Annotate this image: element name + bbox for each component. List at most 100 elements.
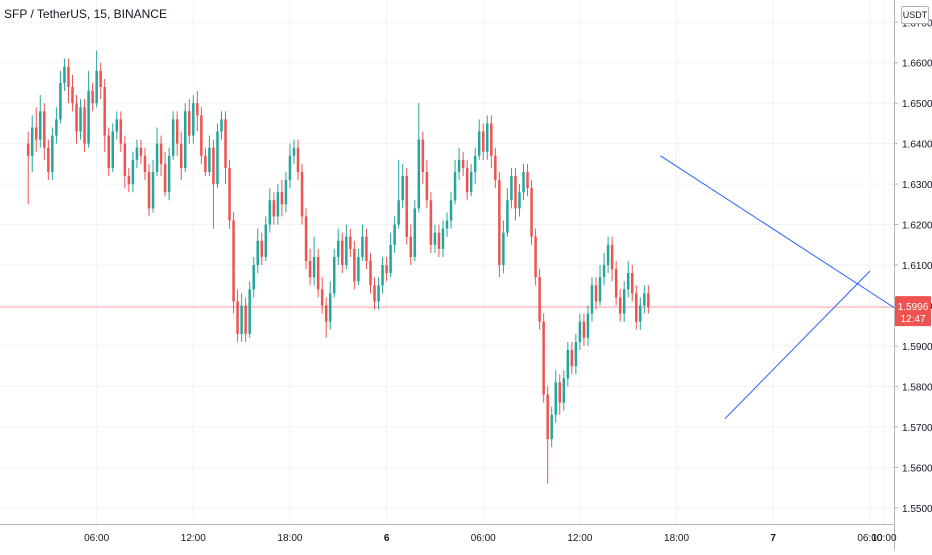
candle-body[interactable]: [272, 200, 276, 217]
candle-body[interactable]: [494, 155, 497, 181]
candle-body[interactable]: [155, 143, 159, 172]
candle-body[interactable]: [175, 119, 179, 144]
candle-body[interactable]: [502, 232, 505, 266]
candle-body[interactable]: [256, 240, 259, 266]
candle-body[interactable]: [445, 220, 449, 229]
candle-body[interactable]: [417, 139, 421, 209]
candle-body[interactable]: [606, 244, 610, 266]
candle-body[interactable]: [647, 293, 650, 308]
candle-body[interactable]: [610, 244, 614, 270]
time-axis[interactable]: 06:00 12:00 18:00 6 06:00 12:00 18:00 7 06:0010:…: [84, 533, 897, 544]
candle-body[interactable]: [308, 260, 312, 278]
candle-body[interactable]: [590, 285, 594, 314]
candle-body[interactable]: [522, 171, 525, 193]
candles[interactable]: [26, 50, 650, 484]
candle-body[interactable]: [87, 91, 90, 144]
candle-body[interactable]: [324, 305, 328, 322]
candle-body[interactable]: [284, 180, 288, 205]
candle-body[interactable]: [578, 321, 582, 342]
candle-body[interactable]: [389, 244, 392, 274]
candle-body[interactable]: [486, 123, 489, 152]
candle-body[interactable]: [538, 277, 541, 322]
currency-badge[interactable]: USDT: [901, 6, 929, 24]
candle-body[interactable]: [188, 111, 191, 136]
candle-body[interactable]: [413, 208, 417, 257]
candle-body[interactable]: [107, 135, 110, 168]
candle-body[interactable]: [453, 171, 457, 201]
candle-body[interactable]: [630, 273, 634, 294]
candle-body[interactable]: [341, 240, 344, 266]
candle-body[interactable]: [139, 147, 143, 156]
candle-body[interactable]: [639, 305, 642, 322]
candle-body[interactable]: [47, 147, 50, 172]
candle-body[interactable]: [111, 131, 115, 168]
candle-body[interactable]: [498, 180, 501, 266]
candle-body[interactable]: [288, 155, 292, 181]
candle-body[interactable]: [91, 91, 94, 104]
candle-body[interactable]: [385, 265, 388, 274]
candle-body[interactable]: [381, 265, 384, 286]
candle-body[interactable]: [43, 111, 46, 148]
candle-body[interactable]: [232, 220, 235, 302]
candle-body[interactable]: [461, 159, 465, 168]
candle-body[interactable]: [437, 232, 441, 249]
candle-body[interactable]: [598, 277, 602, 302]
candle-body[interactable]: [518, 192, 521, 209]
candle-body[interactable]: [131, 159, 135, 185]
candle-body[interactable]: [34, 127, 38, 140]
candle-body[interactable]: [526, 171, 529, 189]
candle-body[interactable]: [292, 147, 296, 156]
candle-body[interactable]: [26, 143, 30, 156]
candle-body[interactable]: [39, 111, 42, 140]
candle-body[interactable]: [167, 155, 171, 193]
candle-body[interactable]: [163, 163, 167, 193]
candle-body[interactable]: [562, 378, 566, 403]
candle-body[interactable]: [357, 256, 360, 282]
candle-body[interactable]: [51, 135, 54, 172]
candle-body[interactable]: [469, 171, 473, 193]
candle-body[interactable]: [300, 171, 304, 217]
candle-body[interactable]: [228, 167, 231, 221]
candle-body[interactable]: [421, 139, 425, 172]
candle-body[interactable]: [264, 224, 268, 257]
candle-body[interactable]: [369, 260, 372, 286]
candle-body[interactable]: [586, 313, 590, 338]
candle-body[interactable]: [304, 216, 308, 261]
candle-body[interactable]: [216, 131, 219, 185]
candle-body[interactable]: [127, 176, 131, 185]
candle-body[interactable]: [441, 228, 445, 249]
candle-body[interactable]: [196, 103, 199, 116]
candle-body[interactable]: [260, 240, 264, 257]
candle-body[interactable]: [95, 70, 98, 104]
candle-body[interactable]: [361, 236, 364, 257]
candle-body[interactable]: [449, 200, 453, 221]
candle-body[interactable]: [337, 240, 340, 257]
candle-body[interactable]: [397, 200, 400, 225]
candle-body[interactable]: [582, 321, 586, 338]
candle-body[interactable]: [614, 269, 618, 298]
candle-body[interactable]: [393, 224, 396, 245]
price-axis[interactable]: 1.55001.56001.57001.58001.59001.60001.61…: [894, 18, 932, 515]
candle-body[interactable]: [280, 192, 284, 205]
candle-body[interactable]: [240, 305, 243, 334]
candle-body[interactable]: [566, 350, 570, 379]
candle-body[interactable]: [345, 236, 348, 266]
candle-body[interactable]: [401, 176, 404, 201]
candle-body[interactable]: [594, 285, 598, 302]
candle-body[interactable]: [30, 127, 34, 156]
candle-body[interactable]: [570, 350, 574, 367]
candle-body[interactable]: [99, 70, 102, 87]
candle-body[interactable]: [103, 86, 106, 136]
candle-body[interactable]: [377, 285, 380, 302]
candle-body[interactable]: [373, 285, 376, 302]
candle-body[interactable]: [618, 297, 622, 314]
candle-body[interactable]: [349, 236, 352, 249]
candle-body[interactable]: [534, 236, 537, 278]
candle-body[interactable]: [365, 236, 368, 261]
trendlines[interactable]: [660, 155, 895, 420]
candle-body[interactable]: [602, 265, 606, 278]
candle-body[interactable]: [119, 119, 123, 144]
candle-body[interactable]: [574, 341, 578, 367]
candle-body[interactable]: [296, 147, 300, 172]
